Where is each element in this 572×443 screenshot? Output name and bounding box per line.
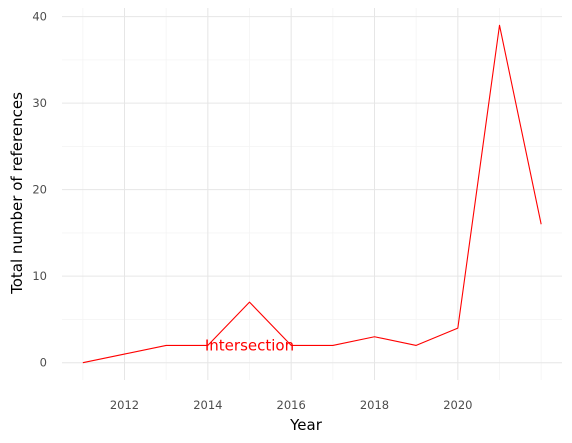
x-tick-label: 2014 [193, 398, 222, 412]
series-line [82, 24, 542, 364]
series-layer [82, 24, 542, 364]
x-tick-label: 2020 [443, 398, 472, 412]
x-tick-label: 2018 [360, 398, 389, 412]
x-tick-label: 2012 [110, 398, 139, 412]
x-tick-labels: 2012 2014 2016 2018 2020 [110, 398, 473, 412]
y-tick-label: 0 [40, 356, 47, 370]
annotation-label: Intersection [205, 336, 294, 354]
x-axis-title: Year [289, 416, 323, 434]
annotation-layer: Intersection [205, 336, 294, 354]
y-tick-labels: 0 10 20 30 40 [32, 10, 47, 370]
minor-gridlines [62, 8, 562, 380]
y-tick-label: 40 [32, 10, 47, 24]
y-tick-label: 20 [32, 183, 47, 197]
y-tick-label: 30 [32, 96, 47, 110]
x-tick-label: 2016 [277, 398, 306, 412]
y-tick-label: 10 [32, 269, 47, 283]
major-gridlines [62, 8, 562, 380]
y-axis-title: Total number of references [8, 92, 26, 295]
